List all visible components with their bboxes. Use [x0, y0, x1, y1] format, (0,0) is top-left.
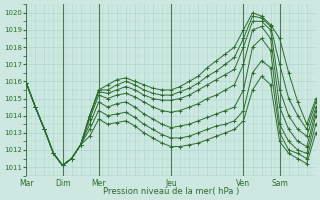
Text: Mar: Mar	[19, 179, 34, 188]
X-axis label: Pression niveau de la mer( hPa ): Pression niveau de la mer( hPa )	[103, 187, 239, 196]
Text: Jeu: Jeu	[165, 179, 177, 188]
Text: Sam: Sam	[271, 179, 288, 188]
Text: Ven: Ven	[236, 179, 251, 188]
Text: Mer: Mer	[92, 179, 106, 188]
Text: Dim: Dim	[55, 179, 70, 188]
